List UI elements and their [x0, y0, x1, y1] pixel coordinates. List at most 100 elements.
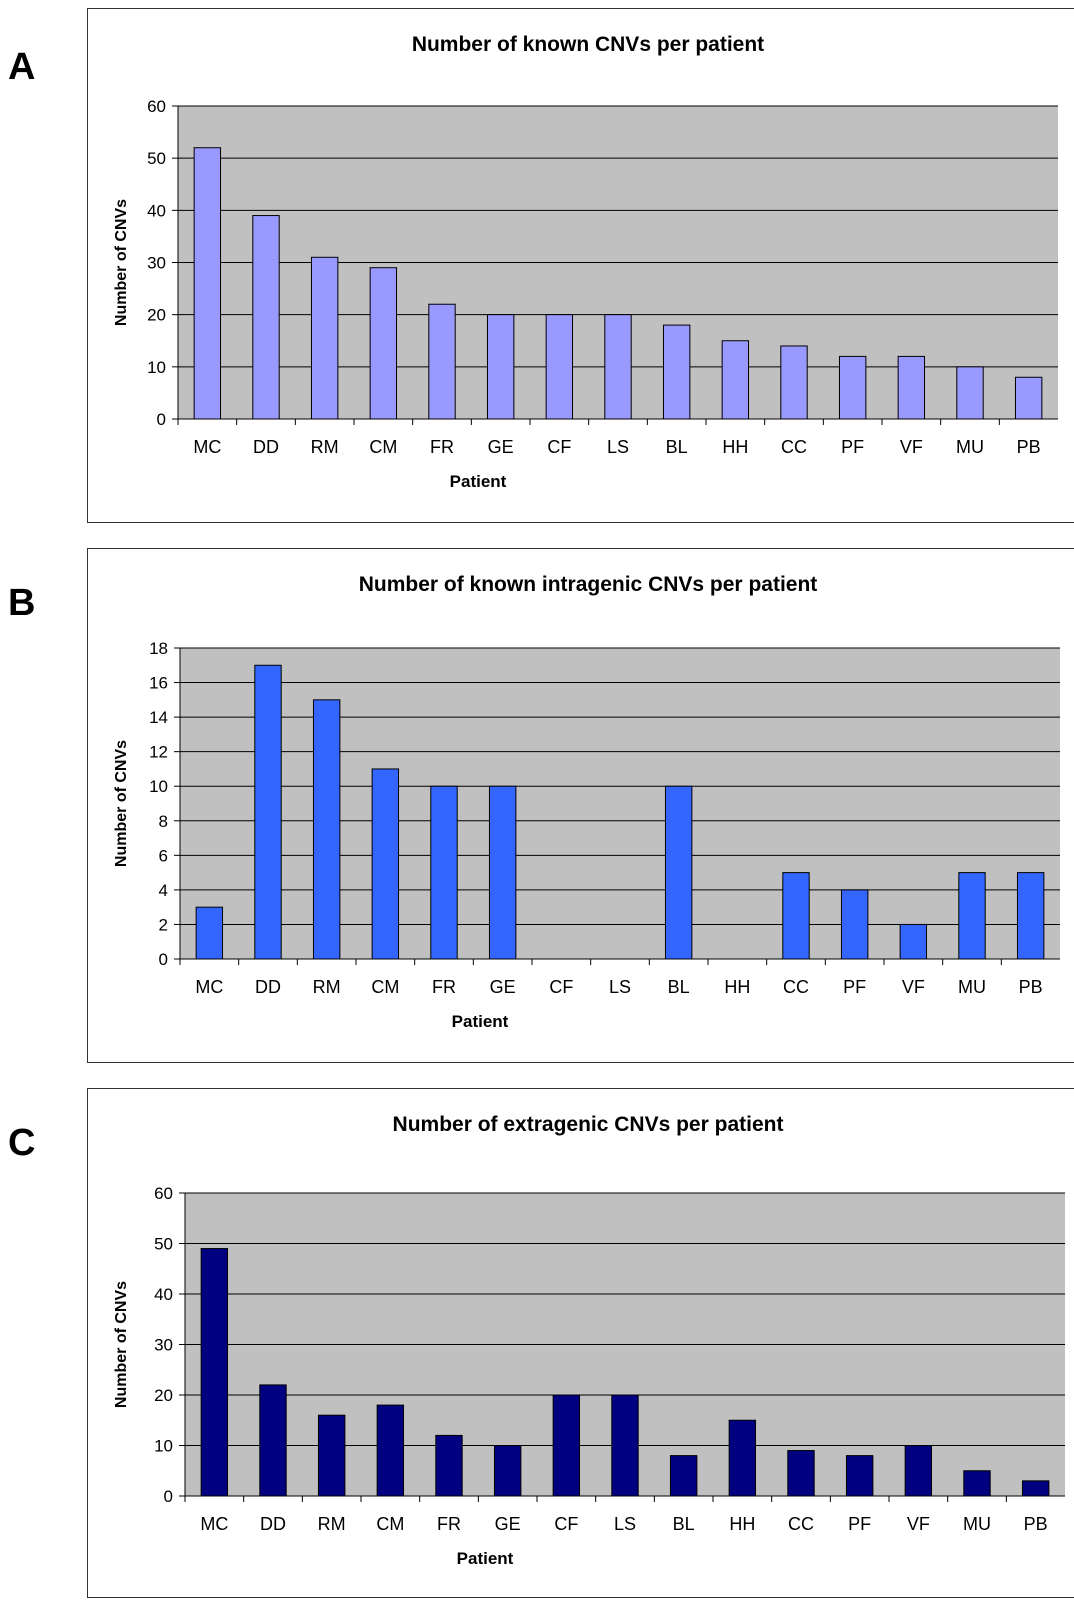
- bar-dd: [252, 215, 280, 420]
- x-tick-label: MC: [200, 1514, 228, 1534]
- x-tick-label: LS: [614, 1514, 636, 1534]
- x-tick-label: PF: [841, 437, 864, 457]
- x-tick-label: HH: [724, 977, 750, 997]
- bar-vf: [899, 923, 928, 960]
- y-tick-label: 20: [147, 306, 166, 325]
- x-tick-label: FR: [432, 977, 456, 997]
- chart-title: Number of known intragenic CNVs per pati…: [359, 573, 818, 596]
- chart-b-svg: Number of known intragenic CNVs per pati…: [113, 573, 1060, 1031]
- y-tick-label: 60: [147, 97, 166, 116]
- y-tick-label: 10: [149, 777, 168, 796]
- y-tick-label: 2: [159, 915, 168, 934]
- bar-pb: [1016, 872, 1045, 960]
- bar-hh: [728, 1419, 757, 1497]
- x-tick-label: BL: [673, 1514, 695, 1534]
- x-tick-label: PF: [843, 977, 866, 997]
- panel-label-c: C: [8, 1122, 36, 1164]
- y-tick-label: 50: [154, 1235, 173, 1254]
- bar-vf: [904, 1445, 933, 1497]
- y-tick-label: 6: [159, 846, 168, 865]
- x-tick-label: CC: [781, 437, 807, 457]
- x-tick-label: HH: [722, 437, 748, 457]
- y-tick-label: 10: [154, 1437, 173, 1456]
- x-tick-label: PB: [1017, 437, 1041, 457]
- bar-cc: [780, 345, 808, 420]
- bar-pf: [845, 1455, 874, 1497]
- x-tick-label: BL: [666, 437, 688, 457]
- x-tick-label: VF: [907, 1514, 930, 1534]
- y-tick-label: 30: [154, 1336, 173, 1355]
- x-tick-label: LS: [609, 977, 631, 997]
- chart-title: Number of extragenic CNVs per patient: [393, 1113, 784, 1136]
- bar-mu: [956, 366, 984, 420]
- panel-label-a: A: [8, 46, 36, 88]
- chart-panel-c: Number of extragenic CNVs per patient 0 10…: [87, 1088, 1074, 1598]
- bar-rm: [317, 1414, 346, 1497]
- x-tick-label: CM: [376, 1514, 404, 1534]
- x-tick-label: RM: [318, 1514, 346, 1534]
- chart-c-svg: Number of extragenic CNVs per patient 0 10…: [113, 1113, 1065, 1568]
- bar-bl: [664, 785, 693, 960]
- bar-fr: [435, 1434, 463, 1497]
- x-tick-label: CC: [783, 977, 809, 997]
- x-tick-label: CF: [554, 1514, 578, 1534]
- x-tick-label: PB: [1019, 977, 1043, 997]
- x-tick-label: BL: [668, 977, 690, 997]
- x-tick-label: CM: [369, 437, 397, 457]
- y-tick-label: 40: [154, 1285, 173, 1304]
- chart-title: Number of known CNVs per patient: [412, 33, 764, 56]
- bar-cf: [552, 1394, 581, 1497]
- x-tick-label: CM: [371, 977, 399, 997]
- bar-dd: [259, 1384, 287, 1497]
- y-tick-label: 8: [159, 812, 168, 831]
- x-tick-label: MU: [958, 977, 986, 997]
- bar-cm: [371, 768, 400, 960]
- bar-pf: [838, 355, 867, 420]
- x-tick-label: VF: [900, 437, 923, 457]
- y-tick-label: 60: [154, 1184, 173, 1203]
- bar-cm: [376, 1404, 405, 1497]
- bar-ge: [493, 1445, 522, 1497]
- bar-pb: [1014, 376, 1043, 420]
- x-tick-label: VF: [902, 977, 925, 997]
- bar-rm: [312, 699, 341, 960]
- chart-panel-b: Number of known intragenic CNVs per pati…: [87, 548, 1074, 1063]
- y-tick-label: 4: [159, 881, 168, 900]
- chart-a-svg: Number of known CNVs per patient 0 10 20 30 4…: [113, 33, 1058, 491]
- x-tick-label: DD: [255, 977, 281, 997]
- bar-mu: [963, 1470, 991, 1497]
- y-tick-label: 0: [159, 950, 168, 969]
- bar-mc: [195, 906, 224, 960]
- x-tick-label: PF: [848, 1514, 871, 1534]
- bar-cf: [545, 314, 574, 420]
- bar-rm: [310, 256, 339, 420]
- x-tick-label: CF: [547, 437, 571, 457]
- x-tick-label: MU: [963, 1514, 991, 1534]
- x-tick-label: LS: [607, 437, 629, 457]
- bar-ls: [611, 1394, 639, 1497]
- x-tick-label: RM: [311, 437, 339, 457]
- bar-bl: [662, 324, 691, 420]
- y-tick-label: 0: [164, 1487, 173, 1506]
- y-tick-label: 30: [147, 254, 166, 273]
- bar-mc: [200, 1248, 229, 1497]
- x-tick-label: DD: [260, 1514, 286, 1534]
- x-tick-label: MC: [193, 437, 221, 457]
- bar-fr: [430, 785, 458, 960]
- bar-mu: [958, 872, 986, 960]
- bar-cc: [787, 1450, 815, 1497]
- bar-vf: [897, 355, 926, 420]
- x-axis-label: Patient: [457, 1549, 514, 1568]
- y-axis-label: Number of CNVs: [113, 740, 130, 867]
- x-tick-label: CC: [788, 1514, 814, 1534]
- plot-area: [180, 648, 1060, 959]
- y-tick-label: 18: [149, 639, 168, 658]
- y-axis-label: Number of CNVs: [113, 1281, 130, 1408]
- bar-cc: [782, 872, 810, 960]
- x-axis-label: Patient: [450, 472, 507, 491]
- x-tick-label: MU: [956, 437, 984, 457]
- bar-bl: [669, 1455, 698, 1497]
- bar-dd: [254, 664, 282, 960]
- y-tick-label: 16: [149, 674, 168, 693]
- y-tick-label: 0: [157, 410, 166, 429]
